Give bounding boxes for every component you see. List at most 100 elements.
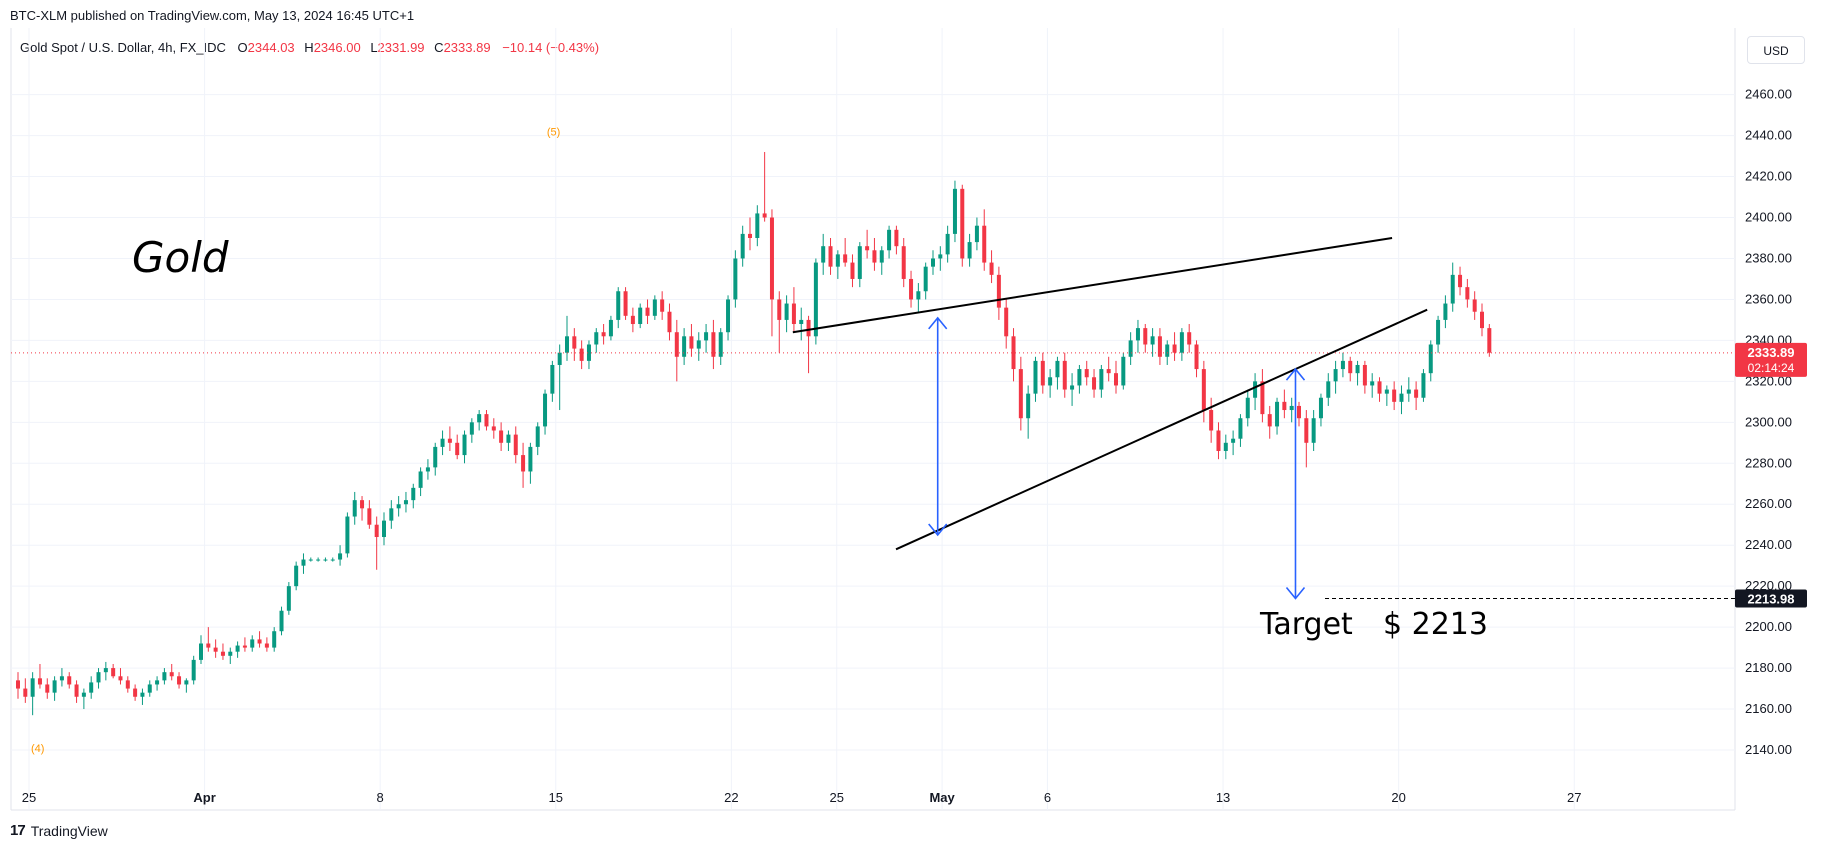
candle: [1209, 397, 1214, 443]
x-tick-label: 27: [1567, 790, 1581, 805]
candle: [286, 582, 291, 615]
candle-body: [272, 631, 277, 648]
x-tick-label: 15: [549, 790, 563, 805]
candle-body: [1172, 344, 1177, 353]
candle-body: [835, 254, 840, 267]
candle-body: [909, 278, 914, 300]
candle: [59, 668, 64, 687]
candle: [1318, 393, 1323, 427]
candle-body: [1275, 401, 1280, 427]
candle: [1077, 364, 1082, 394]
candle-body: [784, 303, 789, 320]
candle: [594, 328, 599, 353]
candle: [1333, 360, 1338, 394]
candle: [660, 291, 665, 320]
candle: [491, 418, 496, 439]
candle: [23, 678, 28, 703]
candle-body: [37, 678, 42, 685]
candle-body: [879, 250, 884, 263]
candle: [1275, 397, 1280, 435]
candle-body: [30, 678, 35, 697]
candle-body: [360, 500, 365, 509]
candle-body: [96, 672, 101, 683]
price-change: −10.14 (−0.43%): [502, 40, 600, 55]
candle: [923, 262, 928, 300]
target-level-tag: [1735, 589, 1807, 608]
candle-body: [608, 319, 613, 337]
candle-body: [586, 344, 591, 361]
candle-body: [711, 332, 716, 357]
candle: [242, 637, 247, 652]
currency-button[interactable]: USD: [1747, 36, 1805, 64]
candle: [1018, 356, 1023, 431]
candle: [806, 315, 811, 374]
y-tick-label: 2140.00: [1745, 742, 1792, 757]
candle: [89, 676, 94, 699]
candle: [565, 315, 569, 361]
candle-body: [601, 332, 606, 337]
candle: [235, 641, 240, 658]
candle: [1121, 352, 1126, 390]
candle: [96, 668, 101, 689]
candle-body: [535, 426, 540, 447]
candle-body: [1165, 344, 1170, 357]
x-tick-label: Apr: [193, 790, 215, 805]
candle-body: [425, 467, 430, 472]
candle: [1245, 389, 1250, 427]
candle-body: [1443, 303, 1448, 320]
candle: [982, 209, 987, 271]
candle: [784, 295, 789, 333]
candle: [748, 217, 752, 251]
candle-body: [67, 676, 72, 685]
candle-body: [857, 246, 862, 279]
candle: [696, 332, 701, 361]
candle-body: [974, 225, 979, 243]
candle: [294, 561, 299, 591]
chart-title-gold: Gold: [132, 233, 229, 282]
candle: [1458, 266, 1463, 296]
pattern-height-arrow: [928, 316, 948, 537]
candle-body: [1458, 274, 1463, 288]
candle: [1399, 385, 1404, 415]
candle: [1450, 262, 1455, 312]
symbol-legend: Gold Spot / U.S. Dollar, 4h, FX_IDC O234…: [20, 40, 599, 55]
candle: [1092, 369, 1097, 398]
candle-body: [1245, 397, 1250, 419]
candle: [1062, 352, 1067, 398]
candle: [1201, 360, 1206, 423]
tradingview-brand[interactable]: 17 TradingView: [10, 822, 108, 839]
candle: [1004, 299, 1009, 349]
candle: [352, 491, 357, 525]
candle-body: [813, 262, 818, 337]
candle-body: [257, 639, 262, 644]
elliott-wave-label: (5): [547, 127, 560, 139]
candle: [850, 254, 855, 288]
candle-body: [447, 438, 452, 443]
candle: [813, 258, 818, 345]
candle-body: [1348, 360, 1353, 374]
candle: [945, 225, 950, 263]
candle: [316, 557, 321, 562]
candle-body: [777, 299, 782, 320]
candle-body: [1216, 430, 1221, 451]
candle: [1216, 422, 1221, 460]
candle: [30, 672, 35, 716]
candle: [1223, 434, 1228, 460]
candle: [1231, 430, 1236, 456]
candle-body: [469, 422, 474, 435]
candle: [857, 242, 862, 288]
candle-body: [1406, 389, 1411, 394]
candle-body: [264, 643, 269, 648]
candle-body: [960, 188, 965, 259]
candle: [689, 324, 694, 357]
candle: [1040, 352, 1045, 394]
candle-body: [843, 254, 848, 263]
candle-body: [616, 291, 621, 320]
candle-body: [952, 188, 957, 234]
grid-lines: [11, 28, 1735, 810]
candle: [579, 340, 584, 370]
y-tick-label: 2300.00: [1745, 414, 1792, 429]
candle: [1070, 373, 1075, 406]
high-label: H: [304, 40, 314, 55]
